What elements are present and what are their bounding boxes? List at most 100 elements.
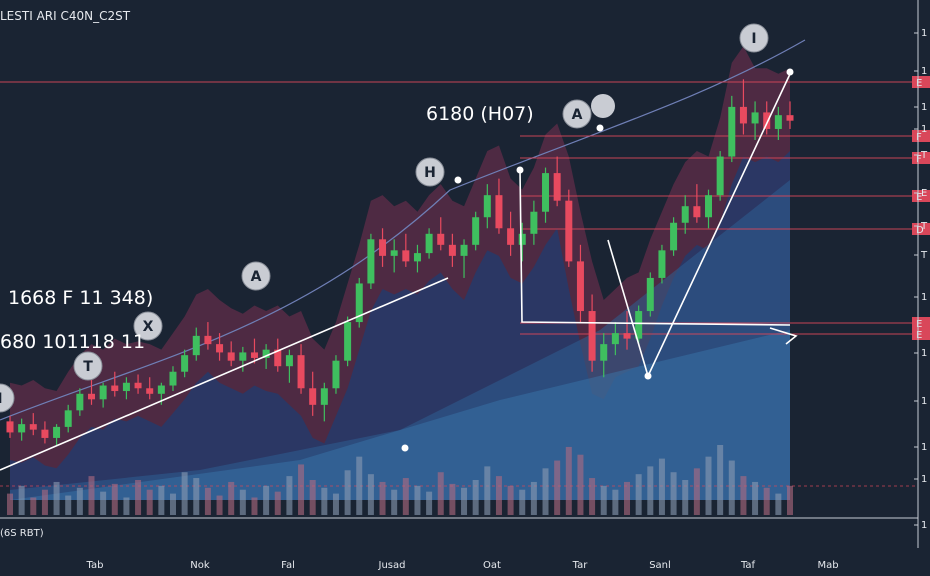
candle-body bbox=[693, 206, 701, 218]
volume-bar bbox=[204, 487, 211, 515]
level-tag bbox=[912, 328, 930, 340]
candle-body bbox=[786, 115, 794, 121]
y-tick-label: 1 bbox=[921, 28, 927, 39]
volume-bar bbox=[41, 489, 48, 515]
price-annotation-top: 6180 (H07) bbox=[426, 103, 534, 125]
trend-line-lower bbox=[0, 277, 449, 471]
candle-body bbox=[425, 233, 433, 254]
price-annotation-low: 680 101118 11 bbox=[0, 331, 145, 353]
level-tag-label: F bbox=[916, 132, 922, 143]
volume-bar bbox=[53, 481, 60, 515]
candle-body bbox=[297, 355, 305, 389]
level-tag-label: D bbox=[916, 225, 924, 236]
level-tag bbox=[912, 317, 930, 329]
volume-bar bbox=[449, 483, 456, 515]
volume-bar bbox=[391, 489, 398, 515]
candle-body bbox=[716, 156, 724, 196]
candle-body bbox=[774, 115, 782, 129]
level-tag-label: F bbox=[916, 154, 922, 165]
pivot-point bbox=[516, 166, 524, 174]
y-tick-label: 1 bbox=[921, 520, 927, 531]
volume-bar bbox=[286, 476, 293, 515]
volume-bar bbox=[193, 478, 200, 515]
volume-bar bbox=[635, 474, 642, 515]
x-tick-label: Fal bbox=[281, 560, 295, 571]
marker-label: A bbox=[572, 107, 583, 123]
volume-bar bbox=[263, 485, 270, 515]
volume-bar bbox=[495, 476, 502, 515]
candle-body bbox=[53, 426, 61, 438]
volume-bar bbox=[717, 445, 724, 515]
volume-bar bbox=[693, 468, 700, 515]
volume-bar bbox=[228, 481, 235, 515]
candle-body bbox=[448, 244, 456, 256]
volume-bar bbox=[705, 456, 712, 515]
volume-bar bbox=[216, 495, 223, 515]
level-tag bbox=[912, 130, 930, 142]
volume-bar bbox=[367, 474, 374, 515]
volume-bar bbox=[682, 480, 689, 515]
volume-bars bbox=[7, 445, 793, 515]
candle-body bbox=[763, 112, 771, 129]
volume-bar bbox=[111, 483, 118, 515]
volume-bar bbox=[624, 481, 631, 515]
volume-bar bbox=[332, 493, 339, 515]
candle-body bbox=[646, 277, 654, 312]
volume-bar bbox=[181, 472, 188, 515]
volume-bar bbox=[577, 454, 584, 515]
candle-body bbox=[600, 344, 608, 361]
candle-body bbox=[99, 385, 107, 400]
chart-markers: I A H A X T I bbox=[0, 23, 769, 413]
candle-body bbox=[437, 233, 445, 245]
candle-body bbox=[64, 410, 72, 427]
marker-label: I bbox=[0, 391, 3, 407]
marker-bubble bbox=[133, 311, 163, 341]
mid-area bbox=[10, 180, 790, 500]
candle-body bbox=[670, 222, 678, 251]
pivot-point bbox=[644, 372, 652, 380]
candle-body bbox=[635, 311, 643, 339]
y-tick-label: T bbox=[920, 150, 928, 161]
candle-body bbox=[216, 344, 224, 353]
candle-body bbox=[29, 424, 37, 430]
volume-bar bbox=[519, 489, 526, 515]
candle-body bbox=[576, 261, 584, 312]
candle-body bbox=[344, 322, 352, 361]
volume-bar bbox=[158, 485, 165, 515]
candle-body bbox=[705, 195, 713, 218]
volume-bar bbox=[565, 446, 572, 515]
trend-lines bbox=[0, 68, 798, 471]
candle-body bbox=[285, 355, 293, 367]
candle-body bbox=[367, 239, 375, 284]
light-area bbox=[10, 330, 790, 500]
marker-label: A bbox=[251, 269, 262, 285]
volume-bar bbox=[309, 480, 316, 515]
x-tick-label: Taf bbox=[740, 560, 756, 571]
candle-body bbox=[146, 388, 154, 394]
candle-body bbox=[181, 355, 189, 372]
chart-texts: LESTI ARI C40N_C2ST (6S RBT) 6180 (H07) … bbox=[0, 9, 534, 539]
volume-bar bbox=[123, 497, 130, 515]
candle-body bbox=[309, 388, 317, 405]
candle-body bbox=[739, 106, 747, 124]
volume-bar bbox=[740, 476, 747, 515]
arrow-head bbox=[769, 327, 798, 345]
marker-bubble bbox=[739, 23, 769, 53]
candle-body bbox=[250, 352, 258, 358]
volume-bar bbox=[752, 481, 759, 515]
y-tick-label: 1 bbox=[921, 396, 927, 407]
volume-bar bbox=[414, 485, 421, 515]
volume-bar bbox=[600, 485, 607, 515]
candle-body bbox=[18, 424, 26, 433]
marker-bubble-small bbox=[591, 94, 615, 118]
marker-label: I bbox=[751, 31, 756, 47]
volume-bar bbox=[775, 493, 782, 515]
candlesticks bbox=[6, 79, 794, 447]
volume-bar bbox=[298, 464, 305, 515]
candle-body bbox=[239, 352, 247, 361]
pivot-point bbox=[401, 444, 409, 452]
level-tag bbox=[912, 76, 930, 88]
bracket-line bbox=[519, 169, 791, 326]
volume-bar bbox=[321, 487, 328, 515]
pivot-point bbox=[596, 124, 604, 132]
